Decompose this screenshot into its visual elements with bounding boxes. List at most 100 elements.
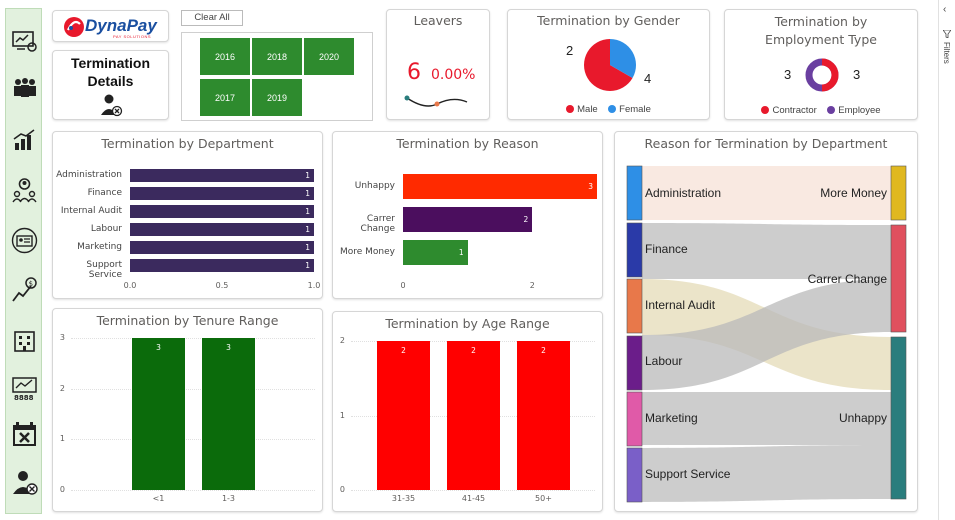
bar-marketing[interactable] [130,241,314,254]
bar-value-label-support-service: 1 [305,260,310,270]
sankey-node-marketing[interactable] [626,391,643,447]
age-chart-card: Termination by Age Range 0 1 2 2 31-35 2 41-45… [332,311,603,512]
bar-finance[interactable] [130,187,314,200]
page-title-card: Termination Details [52,50,169,120]
bar-1[interactable] [132,338,185,490]
legend-male: Male [566,104,598,115]
leavers-count: 6 [407,60,421,85]
year-button-2019[interactable]: 2019 [252,79,302,116]
employment-title: Termination by Employment Type [765,14,877,47]
sankey-node-finance[interactable] [626,222,643,278]
bar-more-money[interactable] [403,240,468,265]
calendar-cancel-icon[interactable] [11,421,38,448]
svg-text:$: $ [29,280,33,288]
bar-50[interactable] [517,341,570,490]
leavers-sparkline [404,95,468,107]
user-remove-icon[interactable] [11,469,38,496]
sankey-node-more-money[interactable] [890,165,907,221]
employment-card: Termination by Employment Type 3 3 Contr… [724,9,918,120]
bar-value-label-1: 3 [156,343,161,352]
x-tick-label-0: 0 [400,281,406,290]
sankey-node-support-service[interactable] [626,447,643,503]
employee-network-icon[interactable] [11,177,38,204]
clear-all-button[interactable]: Clear All [181,10,243,26]
sankey-node-internal-audit[interactable] [626,278,643,334]
sankey-link-marketing-unhappy[interactable] [642,392,891,445]
y-tick-label-1: 1 [59,434,65,444]
legend-employee-swatch [827,106,836,114]
id-card-icon[interactable] [11,227,38,254]
sankey-link-finance-carrer-change[interactable] [642,223,891,279]
dynapay-logo-icon [64,17,84,37]
bar-value-label-unhappy: 3 [588,181,593,191]
bar-value-label-internal-audit: 1 [305,206,310,216]
sankey-label-marketing: Marketing [645,411,698,425]
legend-female-swatch [608,105,617,113]
people-icon[interactable] [11,75,38,102]
filters-pane[interactable]: ‹ Filters [938,0,955,520]
y-gridline-0 [351,490,595,491]
y-tick-label-3: 3 [59,333,65,342]
gender-title: Termination by Gender [537,13,680,28]
bar-labour[interactable] [130,223,314,236]
sankey-node-administration[interactable] [626,165,643,221]
x-tick-label-41-45: 41-45 [461,494,486,503]
y-tick-label-0: 0 [59,485,65,494]
filter-icon [943,30,951,38]
year-button-2016[interactable]: 2016 [200,38,250,75]
bar-internal-audit[interactable] [130,205,314,218]
legend-contractor-label: Contractor [772,104,817,116]
leavers-card: Leavers 6 0.00% [386,9,490,120]
sankey-link-support-service-unhappy[interactable] [642,445,891,502]
finance-trend-icon[interactable]: $ [11,277,38,304]
bar-unhappy[interactable] [403,174,597,199]
brand-tagline: PAY SOLUTIONS [113,34,152,39]
y-gridline-0 [71,490,315,491]
sankey-chart-card: Reason for Termination by Department Adm… [614,131,918,512]
building-icon[interactable] [11,327,38,354]
sankey-link-administration-more-money[interactable] [642,166,891,220]
page-title-line1: Termination [70,55,151,71]
bar-value-label-finance: 1 [305,188,310,198]
legend-male-label: Male [577,103,598,115]
bar-value-label-1-3: 3 [226,343,231,352]
dashboard-icon[interactable]: 8888 [11,375,38,402]
sankey-node-carrer-change[interactable] [890,224,907,333]
x-tick-label-1-0: 1.0 [307,281,321,290]
bar-category-label-carrer-change: Carrer Change [360,213,395,234]
leavers-percent: 0.00% [431,67,476,83]
chevron-left-icon[interactable]: ‹ [943,4,947,15]
bar-support-service[interactable] [130,259,314,272]
y-gridline-3 [71,338,315,339]
y-tick-label-0: 0 [339,485,345,494]
sankey-node-labour[interactable] [626,335,643,391]
employment-left-value: 3 [784,67,792,82]
sankey-chart-title: Reason for Termination by Department [644,136,888,151]
bar-41-45[interactable] [447,341,500,490]
bar-31-35[interactable] [377,341,430,490]
brand-name: DynaPay [85,16,157,35]
pie-slice-male[interactable] [584,39,633,91]
year-button-2020[interactable]: 2020 [304,38,354,75]
year-button-2017[interactable]: 2017 [200,79,250,116]
gender-card: Termination by Gender 2 4 Male Female [507,9,710,120]
bar-carrer-change[interactable] [403,207,533,232]
employment-right-value: 3 [853,67,861,82]
year-button-2018[interactable]: 2018 [252,38,302,75]
bar-category-label-unhappy: Unhappy [354,180,395,191]
y-gridline-2 [71,388,315,390]
bar-administration[interactable] [130,169,314,182]
sankey-node-unhappy[interactable] [890,336,907,500]
pie-slice-female[interactable] [610,39,636,78]
department-chart-title: Termination by Department [101,136,274,151]
legend-female-label: Female [619,103,651,115]
sankey-label-administration: Administration [645,186,722,200]
bar-category-label-administration: Administration [56,169,122,180]
bar-category-label-marketing: Marketing [77,241,122,252]
sankey-link-labour-carrer-change[interactable] [642,279,891,390]
analytics-icon[interactable] [11,27,38,54]
bar-1-3[interactable] [202,338,255,490]
growth-chart-icon[interactable] [11,127,38,154]
legend-male-swatch [566,105,575,113]
